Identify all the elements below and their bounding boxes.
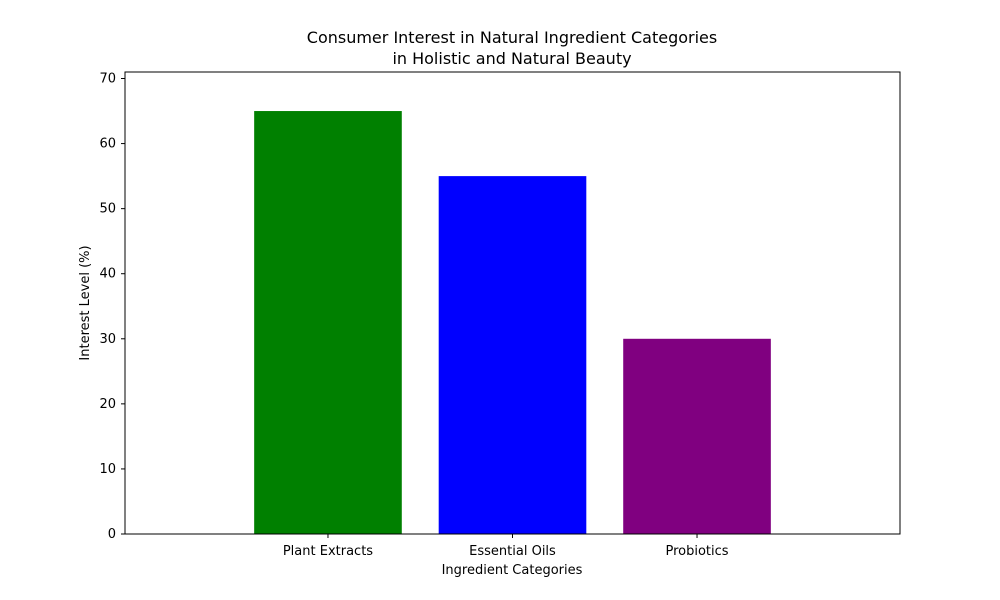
y-tick-label: 0 <box>108 527 116 542</box>
y-tick-label: 20 <box>99 397 116 412</box>
x-tick-label: Essential Oils <box>469 544 556 559</box>
y-tick-label: 10 <box>99 462 116 477</box>
chart-title-line-2: in Holistic and Natural Beauty <box>392 49 631 68</box>
y-tick-label: 60 <box>99 137 116 152</box>
bar-essential-oils <box>438 176 587 534</box>
bar-probiotics <box>623 338 771 534</box>
y-axis-label: Interest Level (%) <box>78 245 93 360</box>
bar-plant-extracts <box>254 111 402 535</box>
y-tick-label: 70 <box>99 72 116 87</box>
x-axis-label: Ingredient Categories <box>442 563 583 578</box>
plot-area: 0 10 20 30 40 50 60 70 Plant Extracts Essential O… <box>99 71 901 559</box>
x-tick-label: Probiotics <box>665 544 728 559</box>
x-tick-label: Plant Extracts <box>283 544 373 559</box>
y-tick-label: 50 <box>99 202 116 217</box>
y-tick-label: 30 <box>99 332 116 347</box>
chart-title-line-1: Consumer Interest in Natural Ingredient … <box>307 28 717 47</box>
y-tick-label: 40 <box>99 267 116 282</box>
